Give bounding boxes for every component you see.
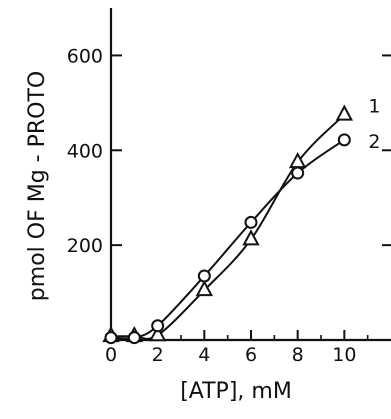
series-2-circle-marker	[244, 215, 258, 229]
axes	[109, 8, 391, 342]
series-1-triangle-marker	[242, 229, 260, 246]
y-tick-label: 400	[67, 140, 103, 162]
x-tick-label: 6	[245, 344, 257, 366]
series-1-triangle-marker	[148, 325, 167, 342]
y-tick-label: 600	[67, 45, 103, 67]
x-tick-label: 4	[198, 344, 210, 366]
ticks: 0 2 4 6 8 10 200 400 600	[67, 45, 391, 366]
x-tick-label: 2	[152, 344, 164, 366]
x-tick-label: 10	[332, 344, 356, 366]
x-axis-title: [ATP], mM	[180, 379, 292, 404]
series-2-circle-marker	[151, 319, 165, 333]
series-labels: 12	[368, 96, 380, 153]
series-2-label: 2	[368, 131, 380, 153]
series-2-circle-marker	[127, 331, 141, 345]
x-tick-label: 8	[292, 344, 304, 366]
series-2-circle-marker	[197, 269, 211, 283]
series-1-label: 1	[368, 96, 380, 118]
series-2-line	[110, 139, 345, 340]
series-2-circle-marker	[337, 133, 351, 147]
y-axis-title: pmol OF Mg - PROTO	[25, 71, 50, 301]
data-points	[102, 104, 354, 345]
series-1-triangle-marker	[195, 280, 214, 297]
y-tick-label: 200	[67, 235, 103, 257]
series-1-line	[110, 114, 346, 340]
x-tick-label: 0	[105, 344, 117, 366]
series-2-circle-marker	[291, 166, 305, 180]
series-curves	[110, 114, 346, 340]
series-2-circle-marker	[104, 331, 118, 345]
series-1-triangle-marker	[335, 104, 354, 121]
